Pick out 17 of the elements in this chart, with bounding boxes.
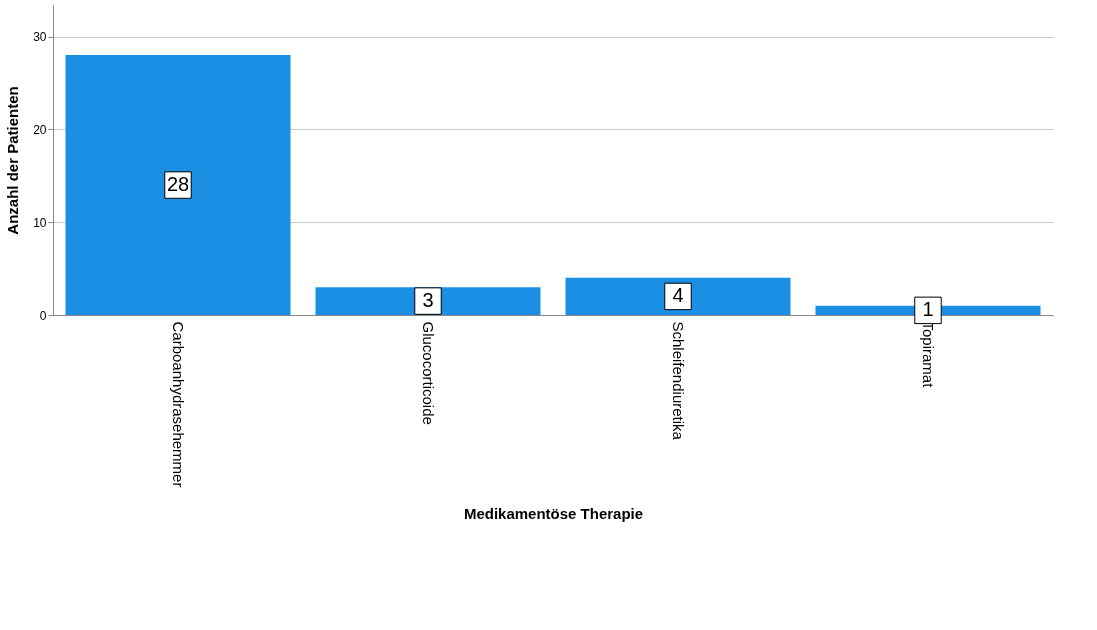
data-label: 1 (922, 298, 934, 321)
x-tick-label: Topiramat (920, 321, 937, 389)
x-tick-label: Schleifendiuretika (670, 321, 687, 441)
y-tick-label: 30 (33, 30, 47, 45)
bar (315, 287, 541, 315)
y-tick-label: 0 (39, 308, 47, 323)
bar (65, 55, 291, 315)
x-tick-label: Carboanhydrasehemmer (170, 321, 187, 488)
x-axis-title: Medikamentöse Therapie (463, 505, 644, 523)
data-label: 3 (422, 289, 434, 312)
y-axis-title: Anzahl der Patienten (4, 86, 22, 235)
x-tick-label: Glucocorticoide (420, 321, 437, 425)
data-label: 4 (672, 284, 684, 307)
y-tick-label: 20 (33, 122, 47, 137)
data-label: 28 (166, 173, 190, 196)
y-tick-label: 10 (33, 215, 47, 230)
bar (565, 277, 791, 315)
